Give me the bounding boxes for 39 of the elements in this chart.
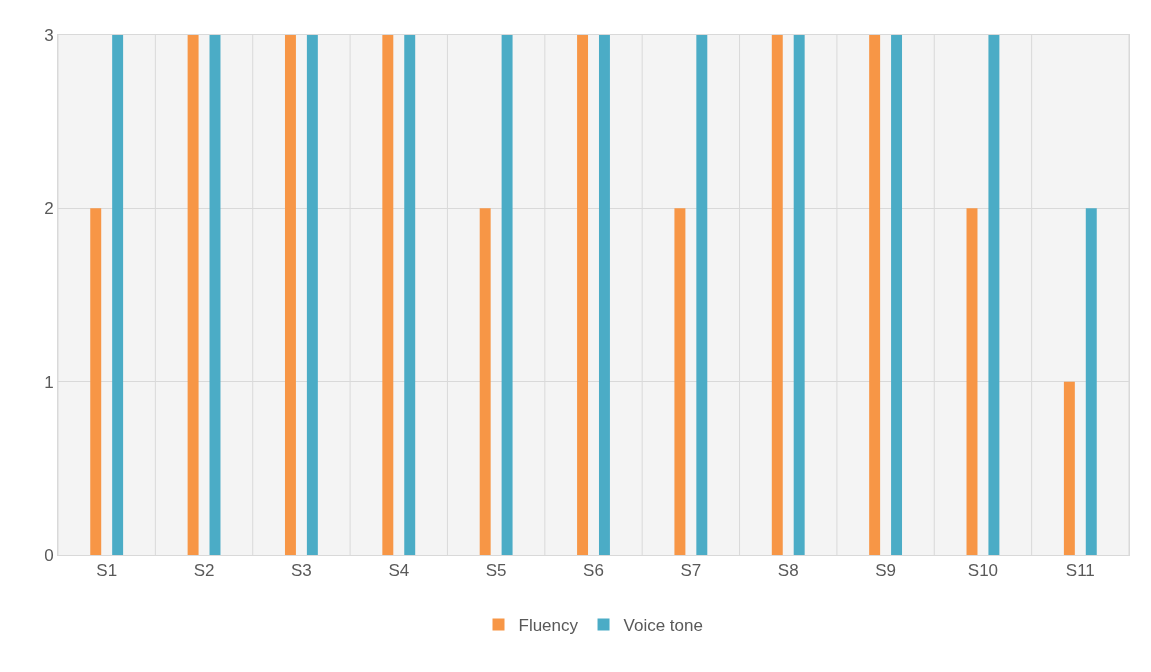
y-tick-label: 0: [44, 545, 54, 565]
bar: [1063, 381, 1075, 555]
bar: [966, 208, 978, 555]
bar: [771, 35, 783, 555]
bar: [112, 35, 124, 555]
bar: [696, 35, 708, 555]
y-tick-label: 3: [44, 25, 54, 45]
bar: [90, 208, 102, 555]
x-tick-label: S9: [875, 561, 896, 581]
bar: [891, 35, 903, 555]
x-tick-label: S10: [967, 561, 999, 581]
bar: [674, 208, 686, 555]
x-tick-label: S8: [777, 561, 799, 581]
legend-label: Voice tone: [623, 616, 703, 636]
x-tick-label: S3: [291, 561, 312, 581]
x-tick-label: S7: [680, 561, 702, 581]
bar: [284, 35, 296, 555]
bar: [501, 35, 513, 555]
bar: [382, 35, 394, 555]
y-tick-label: 1: [44, 372, 54, 392]
x-tick-label: S1: [96, 561, 118, 581]
bar: [577, 35, 589, 555]
legend-label: Fluency: [518, 616, 579, 636]
bar: [1085, 208, 1097, 555]
bar: [209, 35, 221, 555]
x-tick-label: S5: [485, 561, 507, 581]
bar: [306, 35, 318, 555]
bar: [988, 35, 1000, 555]
x-tick-label: S11: [1065, 561, 1095, 581]
bar: [869, 35, 881, 555]
y-tick-label: 2: [44, 199, 54, 219]
x-tick-label: S4: [388, 561, 410, 581]
x-tick-label: S2: [193, 561, 215, 581]
x-tick-label: S6: [583, 561, 604, 581]
bar: [793, 35, 805, 555]
bar: [187, 35, 199, 555]
bar: [479, 208, 491, 555]
bar: [598, 35, 610, 555]
bar: [404, 35, 416, 555]
